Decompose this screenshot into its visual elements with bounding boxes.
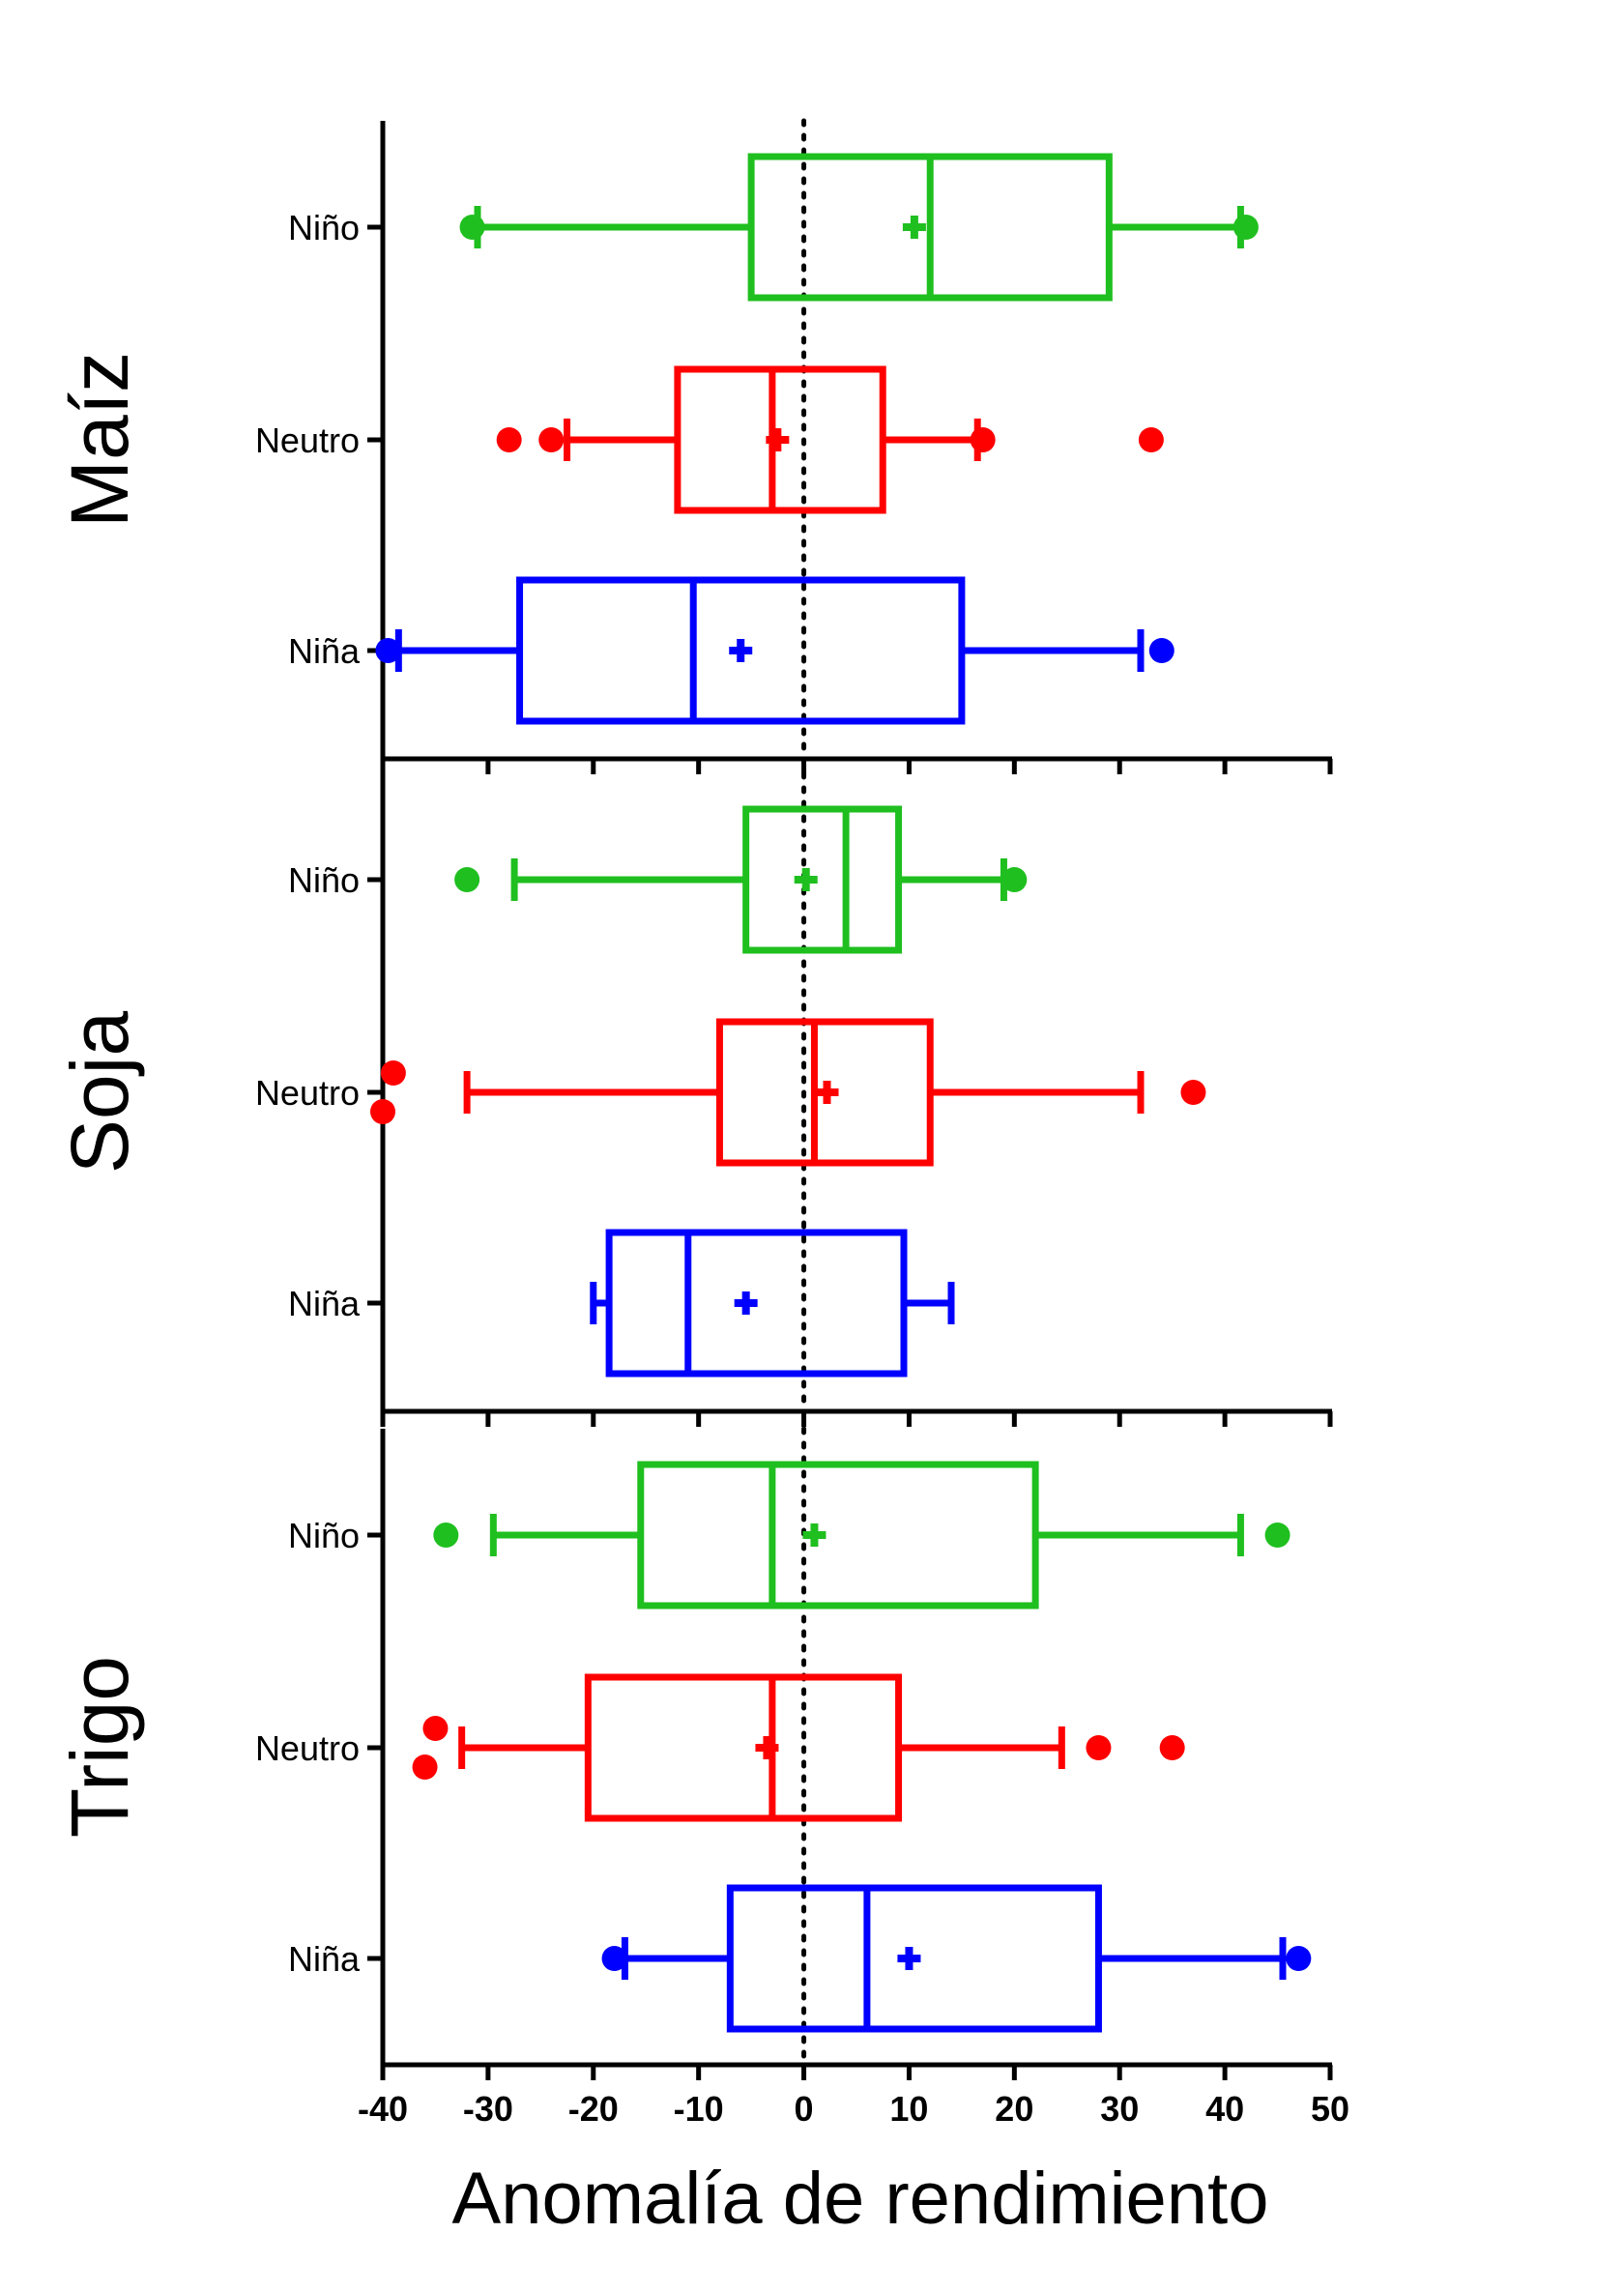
x-tick-label: 50 [1311,2089,1349,2129]
category-label: Niña [288,1284,361,1323]
outlier-point [1148,638,1174,663]
box-iqr [742,805,903,954]
outlier-point [496,427,522,452]
x-tick-label: 0 [795,2089,814,2129]
outlier-point [1138,427,1164,452]
box-niña: Niña [288,1884,1312,2033]
x-tick-label: 10 [889,2089,928,2129]
panel-soja: Soja Niño Neutro Niña [54,770,1333,1427]
box-iqr [584,1673,903,1822]
x-tick-label: -20 [568,2089,619,2129]
panel-label: Trigo [54,1656,145,1838]
box-niña: Niña [288,576,1174,725]
x-tick-label: 20 [995,2089,1033,2129]
outlier-point [1001,867,1028,892]
box-iqr [516,576,966,725]
category-label: Niño [288,860,360,900]
outlier-point [1232,215,1259,240]
box-niño: Niño [288,153,1259,302]
outlier-point [601,1946,627,1971]
box-neutro: Neutro [255,1673,1185,1822]
panel-trigo: Trigo Niño Neutro Niña [54,1426,1333,2080]
outlier-point [538,427,565,452]
outlier-point [1159,1735,1185,1760]
outlier-point [454,867,480,892]
box-iqr [637,1461,1039,1610]
panel-label: Soja [54,1011,145,1174]
x-tick-label: -40 [358,2089,408,2129]
category-label: Niña [288,1939,361,1979]
x-tick-label: -10 [674,2089,724,2129]
box-niño: Niño [288,805,1028,954]
outlier-point [380,1060,406,1086]
panel-maíz: Maíz Niño Neutro Niña [54,118,1333,774]
outlier-point [1264,1522,1290,1548]
category-label: Neutro [255,1073,360,1113]
x-tick-label: 30 [1100,2089,1139,2129]
box-neutro: Neutro [255,365,1164,514]
outlier-point [1286,1946,1312,1971]
box-niña: Niña [288,1229,955,1378]
box-neutro: Neutro [255,1018,1206,1167]
outlier-point [422,1716,449,1741]
panel-label: Maíz [54,352,145,528]
category-label: Neutro [255,420,360,460]
x-axis: -40 -30 -20 -10 0 10 20 30 40 50 [358,2089,1349,2129]
outlier-point [375,638,401,663]
x-axis-title: Anomalía de rendimiento [452,2158,1269,2240]
outlier-point [433,1522,459,1548]
category-label: Niño [288,1516,360,1555]
box-iqr [726,1884,1102,2033]
category-label: Niño [288,208,360,247]
x-tick-label: -30 [463,2089,513,2129]
outlier-point [1086,1735,1112,1760]
category-label: Niña [288,631,361,671]
box-iqr [605,1229,908,1378]
panels: MaízNiñoNeutroNiñaSojaNiñoNeutroNiñaTrig… [54,118,1333,2080]
outlier-point [370,1099,395,1124]
box-niño: Niño [288,1461,1290,1610]
outlier-point [412,1754,438,1780]
outlier-point [970,427,996,452]
x-tick-label: 40 [1205,2089,1244,2129]
box-iqr [674,365,886,514]
outlier-point [1180,1080,1206,1105]
outlier-point [459,215,485,240]
box-iqr [715,1018,934,1167]
category-label: Neutro [255,1728,360,1768]
